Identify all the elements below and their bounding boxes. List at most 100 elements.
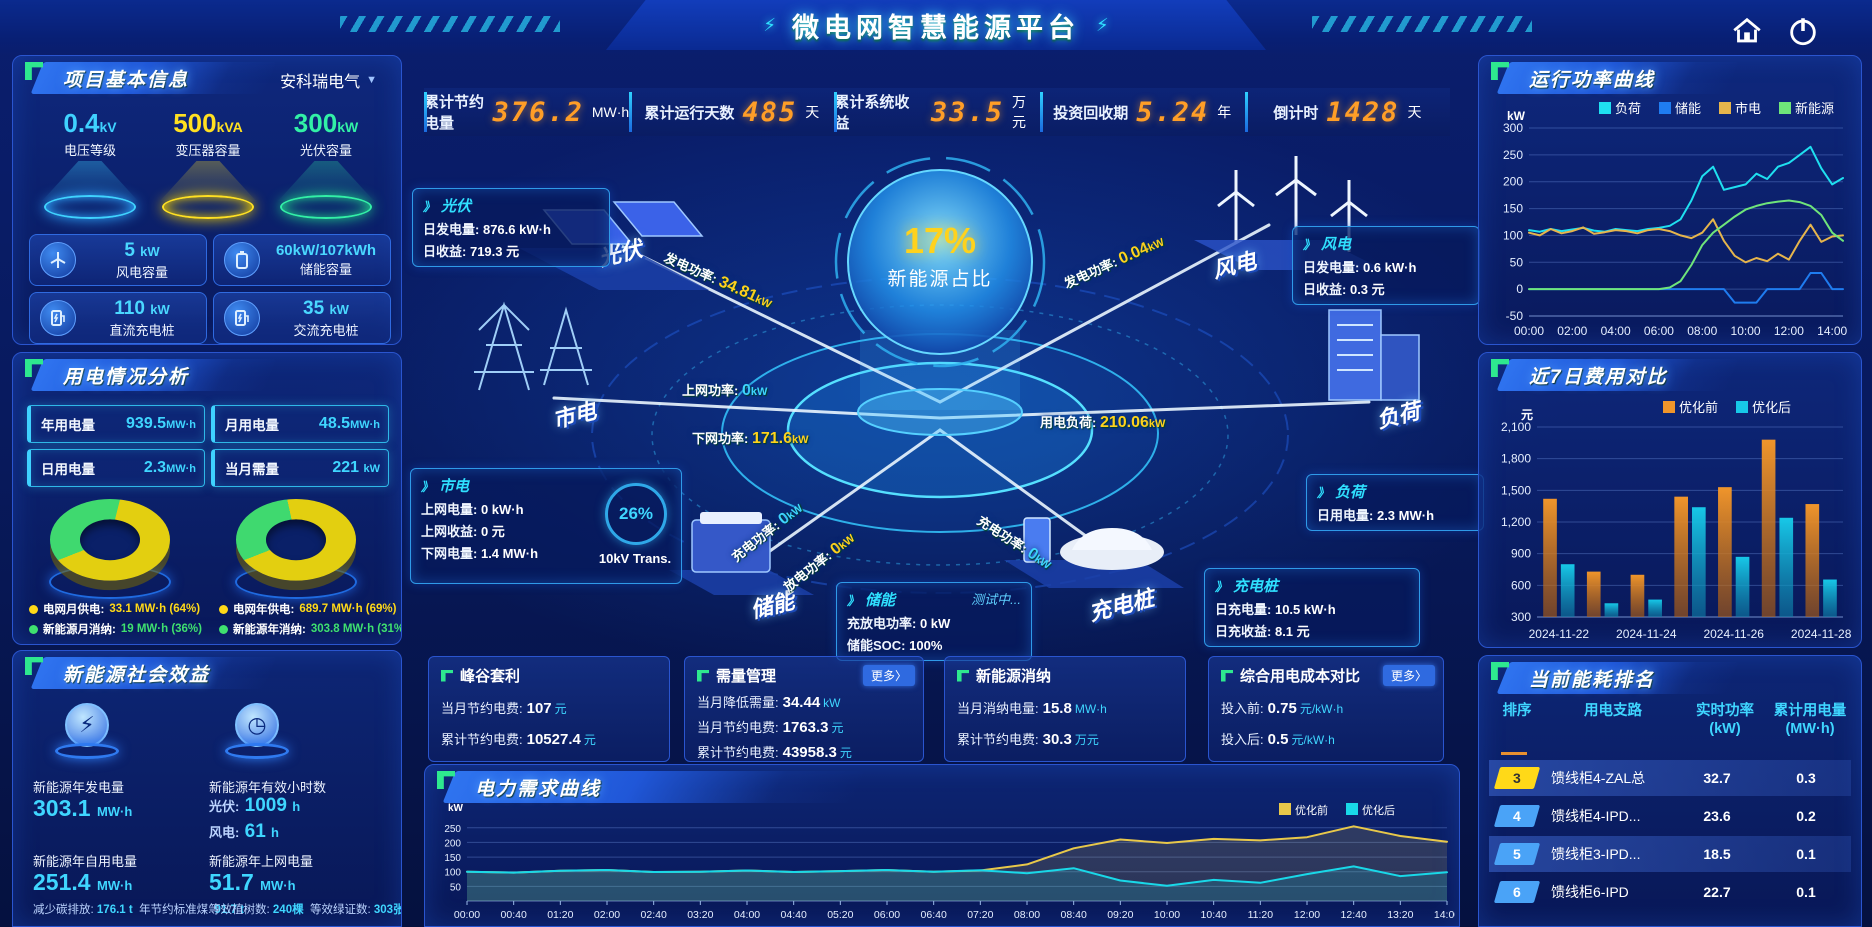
generation-pedestal: ⚡ [51, 703, 123, 769]
infobox-title: 充电桩 [1233, 578, 1279, 595]
ratio-value: 17% [903, 220, 977, 261]
usage-unit: MW·h [166, 419, 196, 431]
row-label: 当月消纳电量: [957, 701, 1039, 716]
infobox-grid: 》市电 上网电量: 0 kW·h 上网收益: 0 元 下网电量: 1.4 MW·… [410, 468, 682, 584]
branch-name: 馈线柜3-IPD... [1551, 846, 1641, 862]
col-power-line2: (kW) [1709, 721, 1741, 738]
row-label: 投入前: [1221, 701, 1264, 716]
row-label: 累计节约电费: [697, 745, 779, 760]
stat-value: 485 [742, 96, 798, 128]
power-icon[interactable] [1786, 14, 1820, 48]
svg-text:储能: 储能 [1675, 101, 1701, 116]
card-title: 新能源消纳 [976, 668, 1052, 685]
ratio-label: 新能源占比 [887, 269, 993, 290]
svg-text:900: 900 [1511, 547, 1531, 561]
self-use-unit: MW·h [96, 878, 133, 893]
svg-text:负荷: 负荷 [1615, 101, 1641, 116]
usage-value: 48.5 [318, 415, 351, 432]
hours-pedestal: ◷ [221, 703, 293, 769]
tree-value: 240棵 [272, 904, 304, 916]
decor-stripes-left [340, 16, 560, 32]
stat-value: 33.5 [931, 96, 1005, 128]
total-energy: 0.2 [1796, 808, 1816, 824]
row-value: 100% [909, 638, 943, 653]
stat-value: 1428 [1326, 96, 1400, 128]
svg-text:14:00: 14:00 [1434, 909, 1455, 921]
table-row[interactable]: 5 馈线柜3-IPD... 18.5 0.1 [1489, 836, 1851, 872]
panel-header: 项目基本信息 安科瑞电气 ▼ [19, 60, 395, 96]
rank-badge: 3 [1493, 767, 1541, 789]
row-value: 0.5 [1267, 731, 1289, 748]
row-unit: 元 [583, 733, 596, 747]
hours-pv-label: 光伏: [209, 799, 240, 814]
battery-icon [224, 242, 260, 278]
row-label: 日发电量: [1303, 260, 1360, 275]
table-row[interactable]: 4 馈线柜4-IPD... 23.6 0.2 [1489, 798, 1851, 834]
stat-countdown: 倒计时 1428 天 [1244, 88, 1450, 136]
usage-label: 当月需量 [225, 462, 279, 477]
row-value: 1.4 MW·h [480, 546, 539, 561]
card-title: 综合用电成本对比 [1240, 668, 1361, 685]
cert-value: 303张 [373, 904, 402, 916]
gen-label: 新能源年发电量 [33, 780, 125, 795]
row-label: 下网电量: [421, 546, 478, 561]
table-row[interactable]: 6 馈线柜6-IPD 22.7 0.1 [1489, 874, 1851, 910]
infobox-wind: 》风电 日发电量: 0.6 kW·h 日收益: 0.3 元 [1292, 226, 1480, 305]
home-icon[interactable] [1730, 14, 1764, 48]
panel-header: 运行功率曲线 [1485, 60, 1855, 96]
row-label: 累计节约电费: [957, 732, 1039, 747]
infobox-title: 储能 [865, 592, 896, 609]
svg-text:14:00: 14:00 [1817, 324, 1847, 338]
card-unit: kW [329, 301, 349, 317]
legend-dot [29, 624, 38, 634]
lightning-icon: ⚡ [763, 14, 776, 35]
usage-label: 月用电量 [225, 418, 279, 433]
company-name: 安科瑞电气 [280, 74, 361, 91]
legend-grid-year: 电网年供电: 689.7 MW·h (69%) [219, 601, 396, 617]
legend-dot [219, 604, 228, 614]
row-value: 0.6 kW·h [1362, 260, 1417, 275]
infobox-load: 》负荷 日用电量: 2.3 MW·h [1306, 474, 1484, 531]
stat-label: 倒计时 [1273, 104, 1319, 122]
more-button[interactable]: 更多〉 [862, 665, 915, 686]
svg-text:200: 200 [1503, 175, 1523, 189]
infobox-title: 负荷 [1335, 484, 1366, 501]
svg-text:08:00: 08:00 [1014, 909, 1040, 921]
row-label: 当月降低需量: [697, 695, 779, 710]
panel-title: 当前能耗排名 [1529, 670, 1656, 691]
base-ring [280, 195, 372, 219]
hours-wind-unit: h [271, 825, 279, 840]
row-value: 0 kW·h [480, 502, 524, 517]
infobox-title: 光伏 [441, 198, 472, 215]
usage-card-day: 日用电量 2.3MW·h [27, 449, 205, 487]
legend-value: 689.7 MW·h (69%) [299, 603, 397, 615]
legend-grid-month: 电网月供电: 33.1 MW·h (64%) [29, 601, 200, 617]
card-ac-charger: 35 kW 交流充电桩 [213, 292, 391, 344]
spot-label: 变压器容量 [175, 143, 241, 158]
clock-icon: ◷ [235, 703, 279, 747]
card-title: 峰谷套利 [460, 668, 521, 685]
legend-value: 19 MW·h (36%) [120, 623, 202, 635]
title-plate: ⚡ 微电网智慧能源平台 ⚡ [606, 0, 1266, 50]
svg-text:12:40: 12:40 [1341, 909, 1367, 921]
card-label: 储能容量 [299, 262, 352, 277]
corner-icon [1221, 669, 1233, 682]
svg-text:1,500: 1,500 [1501, 483, 1531, 497]
table-row[interactable]: 3 馈线柜4-ZAL总 32.7 0.3 [1489, 760, 1851, 796]
spot-value: 300 [293, 108, 338, 138]
more-button[interactable]: 更多〉 [1382, 665, 1435, 686]
infobox-pv: 》光伏 日发电量: 876.6 kW·h 日收益: 719.3 元 [412, 188, 610, 267]
row-value: 8.1 元 [1274, 624, 1310, 639]
self-use-value: 251.4 [33, 869, 91, 895]
svg-text:03:20: 03:20 [687, 909, 713, 921]
panel-header: 新能源社会效益 [19, 655, 395, 691]
hours-label: 新能源年有效小时数 [209, 780, 327, 795]
row-value: 0 kW [919, 616, 951, 631]
export-unit: MW·h [260, 878, 296, 893]
usage-card-demand: 当月需量 221 kW [211, 449, 389, 487]
rank-badge: 4 [1493, 805, 1541, 827]
svg-text:05:20: 05:20 [827, 909, 853, 921]
svg-text:100: 100 [444, 868, 461, 879]
company-dropdown[interactable]: 安科瑞电气 ▼ [280, 68, 377, 92]
card-dc-charger: 110 kW 直流充电桩 [29, 292, 207, 344]
